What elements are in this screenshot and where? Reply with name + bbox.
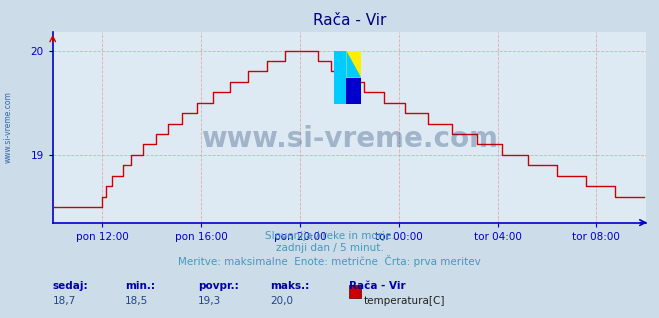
Text: Meritve: maksimalne  Enote: metrične  Črta: prva meritev: Meritve: maksimalne Enote: metrične Črta… (178, 255, 481, 267)
Text: Rača - Vir: Rača - Vir (349, 281, 406, 291)
Text: 18,5: 18,5 (125, 296, 148, 306)
Text: sedaj:: sedaj: (53, 281, 88, 291)
Text: Slovenija / reke in morje.: Slovenija / reke in morje. (264, 231, 395, 240)
Bar (347, 51, 361, 78)
Text: min.:: min.: (125, 281, 156, 291)
Bar (335, 51, 347, 104)
Bar (347, 78, 361, 104)
Title: Rača - Vir: Rača - Vir (312, 13, 386, 28)
Polygon shape (347, 51, 361, 78)
Text: www.si-vreme.com: www.si-vreme.com (201, 125, 498, 153)
Text: 20,0: 20,0 (270, 296, 293, 306)
Text: 19,3: 19,3 (198, 296, 221, 306)
Text: zadnji dan / 5 minut.: zadnji dan / 5 minut. (275, 243, 384, 252)
Text: temperatura[C]: temperatura[C] (364, 296, 445, 306)
Text: www.si-vreme.com: www.si-vreme.com (3, 91, 13, 163)
Text: povpr.:: povpr.: (198, 281, 239, 291)
Text: maks.:: maks.: (270, 281, 310, 291)
Text: 18,7: 18,7 (53, 296, 76, 306)
